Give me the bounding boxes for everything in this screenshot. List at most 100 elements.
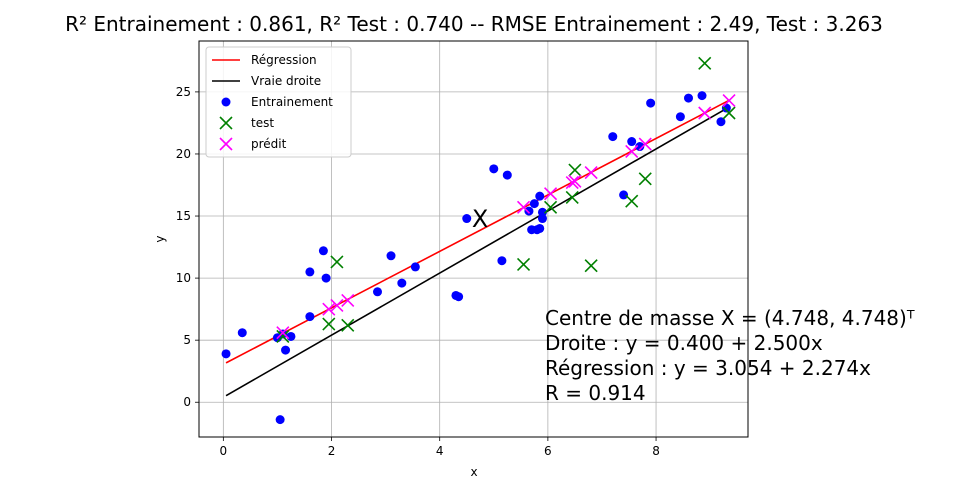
series-layer: X (221, 56, 736, 425)
point-test (625, 194, 639, 208)
point-test (722, 106, 736, 120)
point-test-stroke (341, 318, 355, 332)
point-entrainement (646, 98, 656, 108)
point-test-stroke (722, 106, 736, 120)
point-predit-stroke (544, 187, 558, 201)
point-entrainement (627, 137, 637, 147)
x-tick-label: 6 (544, 444, 552, 458)
point-predit (722, 94, 736, 108)
point-test (276, 329, 290, 344)
annotation-line: Régression : y = 3.054 + 2.274x (545, 356, 871, 380)
point-entrainement (462, 214, 472, 224)
point-test (698, 56, 712, 70)
y-tick-label: 5 (183, 333, 191, 347)
point-predit-stroke (341, 293, 355, 308)
x-axis-label: x (470, 465, 477, 479)
point-predit (568, 174, 582, 188)
point-predit (276, 326, 290, 340)
point-test (516, 257, 531, 272)
point-predit (625, 144, 639, 159)
chart-title: R² Entrainement : 0.861, R² Test : 0.740… (65, 12, 883, 36)
point-entrainement (619, 190, 629, 200)
center-of-mass-marker: X (472, 205, 488, 233)
point-entrainement (397, 278, 407, 288)
point-test (638, 172, 652, 186)
point-test-stroke (516, 257, 531, 272)
legend-test-label: test (251, 116, 274, 130)
point-entrainement (697, 91, 707, 101)
y-tick-label: 10 (176, 271, 191, 285)
point-predit-stroke (276, 326, 290, 340)
y-tick-label: 25 (176, 85, 191, 99)
point-test-stroke (625, 194, 639, 208)
point-entrainement (537, 214, 547, 224)
legend-entrainement-label: Entrainement (251, 95, 333, 109)
legend-predit-swatch-stroke (219, 137, 233, 151)
point-test (322, 317, 336, 331)
legend-test-swatch (219, 116, 233, 130)
annotation-line: Droite : y = 0.400 + 2.500x (545, 331, 823, 355)
point-predit (565, 175, 579, 190)
legend-vraie-droite-label: Vraie droite (251, 74, 321, 88)
x-tick-label: 0 (220, 444, 228, 458)
point-entrainement (716, 117, 726, 127)
point-entrainement (635, 142, 645, 152)
point-predit-stroke (584, 166, 598, 180)
y-axis-label: y (153, 235, 167, 242)
point-entrainement (386, 251, 396, 261)
point-test (565, 190, 579, 204)
point-predit (584, 166, 598, 180)
point-entrainement (608, 132, 618, 142)
point-entrainement (529, 199, 539, 209)
point-predit (322, 302, 336, 316)
y-tick-label: 20 (176, 147, 191, 161)
point-predit (516, 200, 531, 214)
point-predit-stroke (516, 200, 531, 214)
x-tick-label: 4 (436, 444, 444, 458)
point-test-stroke (330, 255, 344, 269)
point-entrainement (524, 206, 534, 216)
point-entrainement (489, 164, 499, 174)
grid (199, 41, 748, 437)
legend-predit-swatch (219, 137, 233, 151)
point-test (584, 259, 598, 273)
point-test (544, 200, 558, 214)
point-predit-stroke (322, 302, 336, 316)
point-entrainement (275, 415, 285, 425)
point-entrainement (305, 267, 315, 277)
point-test (330, 255, 344, 269)
point-predit (638, 137, 652, 151)
point-predit-stroke (698, 106, 712, 120)
annotation-line: Centre de masse X = (4.748, 4.748)ᵀ (545, 306, 915, 330)
point-predit-stroke (565, 175, 579, 190)
legend-test-swatch-stroke (219, 116, 233, 130)
point-entrainement (318, 246, 328, 256)
point-test-stroke (568, 163, 582, 177)
point-entrainement (535, 223, 545, 233)
point-test (568, 163, 582, 177)
line-vraie-droite (225, 106, 730, 397)
legend-predit-label: prédit (251, 137, 287, 151)
plot-frame (198, 40, 749, 438)
point-test-stroke (544, 200, 558, 214)
annotation-line: R = 0.914 (545, 381, 646, 405)
ticks: 0 2 4 6 8 0 5 10 15 20 25 (176, 85, 660, 458)
x-tick-label: 8 (652, 444, 660, 458)
point-test-stroke (584, 259, 598, 273)
point-entrainement (237, 328, 247, 338)
annotations: Centre de masse X = (4.748, 4.748)ᵀDroit… (545, 306, 915, 405)
point-predit-stroke (722, 94, 736, 108)
point-entrainement (684, 93, 694, 103)
point-test-stroke (565, 190, 579, 204)
point-predit (698, 106, 712, 120)
point-predit-stroke (330, 298, 344, 312)
point-entrainement (537, 207, 547, 217)
point-entrainement (221, 349, 231, 359)
point-test-stroke (638, 172, 652, 186)
legend-entrainement-swatch (221, 97, 231, 107)
point-test-stroke (698, 56, 712, 70)
point-entrainement (281, 345, 291, 355)
point-entrainement (278, 329, 288, 339)
point-predit (341, 293, 355, 308)
